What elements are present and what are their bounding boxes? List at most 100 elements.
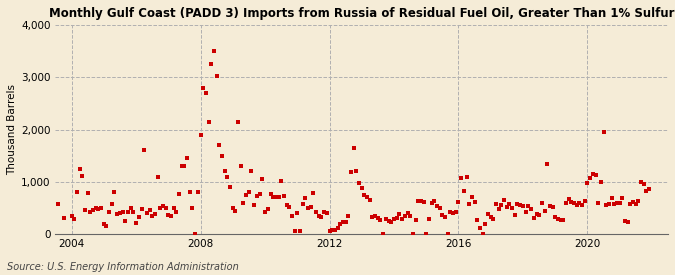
Point [392,216,402,220]
Point [534,213,545,217]
Point [507,206,518,211]
Point [53,202,63,206]
Point [101,223,112,228]
Point [386,220,397,225]
Point [620,219,630,224]
Point [42,190,53,194]
Point [270,195,281,200]
Point [364,198,375,202]
Point [244,190,254,194]
Point [222,174,233,179]
Point [595,180,606,184]
Point [458,189,469,193]
Point [450,209,461,214]
Point [329,228,340,232]
Point [418,200,429,204]
Point [74,167,85,171]
Point [367,215,378,219]
Point [203,120,214,124]
Point [292,211,302,215]
Point [192,190,203,194]
Point [308,191,319,196]
Point [579,198,590,203]
Point [281,203,292,207]
Point [182,156,192,161]
Point [99,222,109,226]
Point [415,199,426,203]
Point [233,120,244,124]
Point [133,214,144,219]
Point [617,196,628,201]
Point [176,164,187,168]
Point [241,192,252,197]
Point [636,180,647,184]
Point [612,200,622,205]
Point [338,220,348,225]
Y-axis label: Thousand Barrels: Thousand Barrels [7,84,17,175]
Point [117,210,128,214]
Point [568,200,579,205]
Point [518,204,529,208]
Point [324,229,335,233]
Point [601,202,612,207]
Point [475,226,485,230]
Point [141,210,152,215]
Point [445,209,456,214]
Point [410,218,421,222]
Point [536,201,547,205]
Point [531,212,542,216]
Point [139,148,150,153]
Point [136,207,147,211]
Point [179,163,190,168]
Point [356,186,367,190]
Point [435,206,446,210]
Point [316,215,327,219]
Point [378,232,389,236]
Point [302,206,313,210]
Point [359,192,370,197]
Point [153,174,163,179]
Point [564,197,574,201]
Point [576,202,587,207]
Point [493,207,504,212]
Point [268,195,279,200]
Point [375,218,386,222]
Point [542,162,553,166]
Point [321,211,332,215]
Point [485,214,496,219]
Point [547,205,558,209]
Point [544,204,555,208]
Point [206,62,217,67]
Point [603,202,614,206]
Point [163,213,173,217]
Point [560,201,571,205]
Point [72,190,82,194]
Point [582,181,593,185]
Point [246,169,257,174]
Point [327,228,338,232]
Point [238,200,249,205]
Point [300,196,310,201]
Point [456,176,466,180]
Point [510,213,520,217]
Point [128,209,139,214]
Point [109,190,120,194]
Point [219,169,230,174]
Point [402,211,413,215]
Point [477,232,488,236]
Point [628,199,639,204]
Point [587,172,598,176]
Point [198,86,209,90]
Point [284,205,294,210]
Point [144,208,155,212]
Point [276,178,287,183]
Point [585,175,595,180]
Point [606,196,617,201]
Point [236,164,246,168]
Point [483,212,493,216]
Point [442,232,453,236]
Point [539,209,550,213]
Point [168,206,179,211]
Point [319,210,329,214]
Point [421,232,431,236]
